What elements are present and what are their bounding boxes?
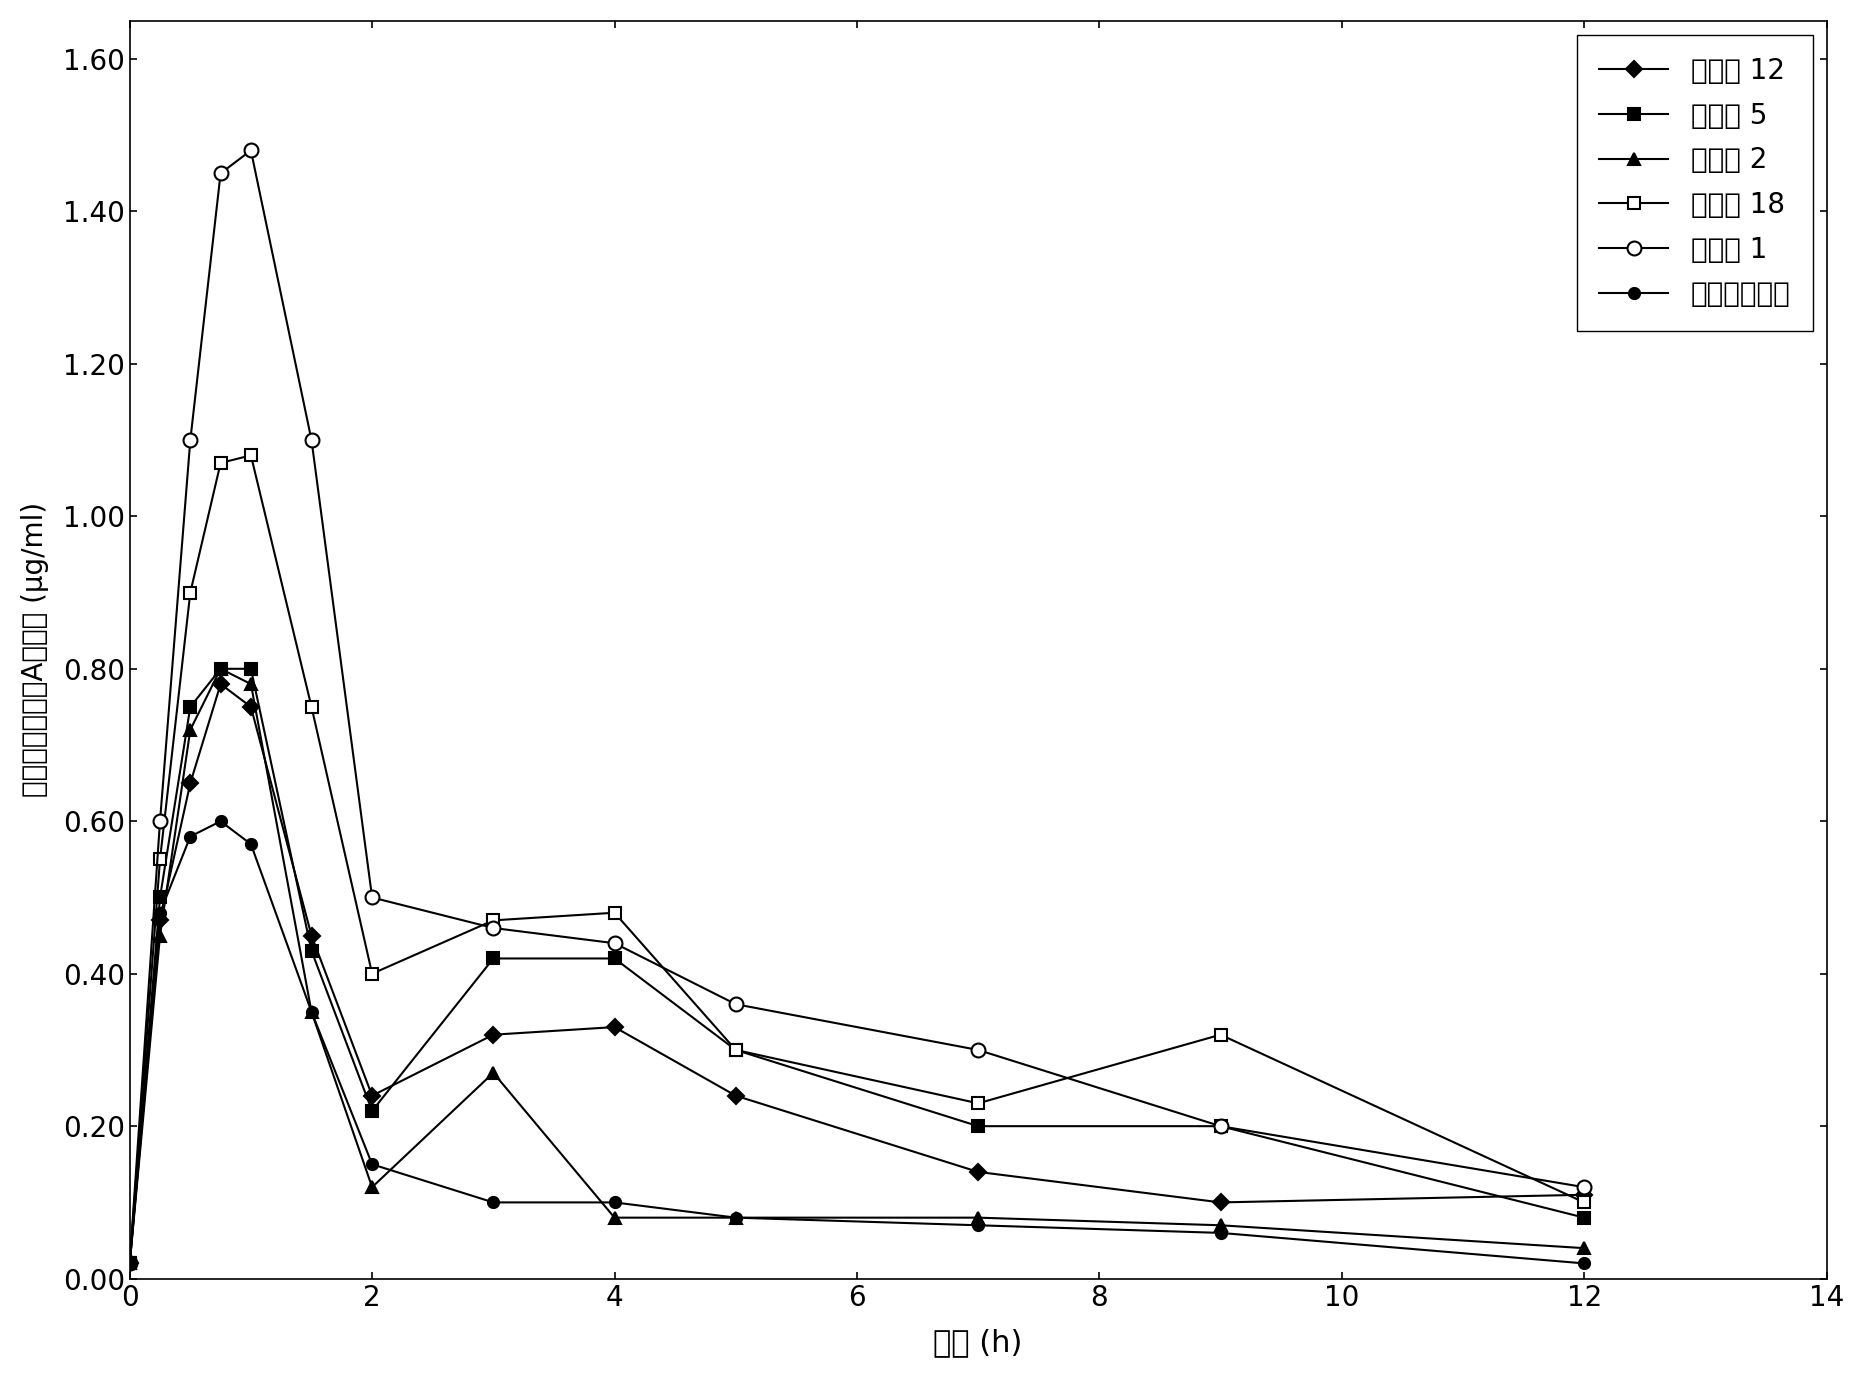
实施例 5: [119, 1255, 142, 1272]
Line: 实施例 5: 实施例 5: [125, 663, 1588, 1269]
实施例 1: [300, 431, 322, 448]
实施例 5: [1571, 1210, 1594, 1226]
实施例 18: [1571, 1195, 1594, 1211]
实施例 12: [723, 1087, 746, 1104]
实施例 12: [604, 1018, 626, 1035]
实施例 5: [604, 951, 626, 967]
实施例 1: [966, 1042, 988, 1058]
实施例 5: [149, 889, 171, 905]
水溶液对照组: [119, 1255, 142, 1272]
Line: 实施例 1: 实施例 1: [123, 143, 1590, 1271]
实施例 12: [1208, 1195, 1230, 1211]
实施例 2: [119, 1255, 142, 1272]
实施例 1: [119, 1255, 142, 1272]
Line: 实施例 2: 实施例 2: [125, 663, 1588, 1269]
水溶液对照组: [604, 1195, 626, 1211]
实施例 5: [362, 1102, 384, 1119]
实施例 18: [179, 584, 201, 601]
实施例 1: [604, 934, 626, 951]
水溶液对照组: [362, 1156, 384, 1173]
实施例 18: [209, 455, 231, 471]
实施例 12: [149, 912, 171, 929]
水溶液对照组: [1571, 1255, 1594, 1272]
实施例 2: [362, 1180, 384, 1196]
实施例 12: [1571, 1186, 1594, 1203]
实施例 2: [1208, 1217, 1230, 1233]
实施例 12: [119, 1255, 142, 1272]
实施例 1: [209, 165, 231, 182]
实施例 5: [209, 660, 231, 677]
实施例 1: [483, 919, 505, 936]
实施例 1: [362, 889, 384, 905]
水溶液对照组: [483, 1195, 505, 1211]
实施例 5: [179, 699, 201, 715]
实施例 2: [483, 1065, 505, 1082]
实施例 1: [1571, 1180, 1594, 1196]
实施例 5: [300, 943, 322, 959]
实施例 18: [300, 699, 322, 715]
实施例 1: [240, 142, 263, 158]
X-axis label: 时间 (h): 时间 (h): [934, 1328, 1021, 1357]
实施例 18: [240, 446, 263, 463]
水溶液对照组: [149, 904, 171, 921]
Line: 实施例 12: 实施例 12: [125, 678, 1588, 1269]
实施例 18: [966, 1096, 988, 1112]
实施例 1: [723, 996, 746, 1013]
实施例 12: [179, 774, 201, 791]
实施例 1: [179, 431, 201, 448]
实施例 2: [179, 722, 201, 739]
Line: 实施例 18: 实施例 18: [123, 449, 1590, 1269]
实施例 18: [362, 966, 384, 983]
实施例 2: [300, 1003, 322, 1020]
实施例 18: [483, 912, 505, 929]
实施例 5: [723, 1042, 746, 1058]
水溶液对照组: [1208, 1225, 1230, 1242]
水溶液对照组: [723, 1210, 746, 1226]
水溶液对照组: [966, 1217, 988, 1233]
实施例 12: [240, 699, 263, 715]
实施例 18: [119, 1255, 142, 1272]
实施例 12: [483, 1027, 505, 1043]
实施例 12: [966, 1163, 988, 1180]
实施例 1: [149, 813, 171, 830]
水溶液对照组: [209, 813, 231, 830]
水溶液对照组: [300, 1003, 322, 1020]
实施例 2: [966, 1210, 988, 1226]
实施例 5: [1208, 1118, 1230, 1134]
实施例 18: [723, 1042, 746, 1058]
Y-axis label: 血浆中连翘酯苷A的浓度 (μg/ml): 血浆中连翘酯苷A的浓度 (μg/ml): [21, 502, 48, 798]
实施例 18: [149, 852, 171, 868]
实施例 1: [1208, 1118, 1230, 1134]
Legend: 实施例 12, 实施例 5, 实施例 2, 实施例 18, 实施例 1, 水溶液对照组: 实施例 12, 实施例 5, 实施例 2, 实施例 18, 实施例 1, 水溶液…: [1575, 34, 1812, 331]
实施例 5: [966, 1118, 988, 1134]
实施例 2: [604, 1210, 626, 1226]
实施例 12: [362, 1087, 384, 1104]
实施例 2: [240, 675, 263, 692]
实施例 5: [240, 660, 263, 677]
实施例 5: [483, 951, 505, 967]
实施例 2: [149, 927, 171, 944]
实施例 2: [209, 660, 231, 677]
Line: 水溶液对照组: 水溶液对照组: [125, 816, 1588, 1269]
水溶液对照组: [179, 828, 201, 845]
实施例 12: [209, 675, 231, 692]
实施例 18: [1208, 1027, 1230, 1043]
实施例 2: [1571, 1240, 1594, 1257]
实施例 12: [300, 927, 322, 944]
水溶液对照组: [240, 836, 263, 853]
实施例 18: [604, 904, 626, 921]
实施例 2: [723, 1210, 746, 1226]
